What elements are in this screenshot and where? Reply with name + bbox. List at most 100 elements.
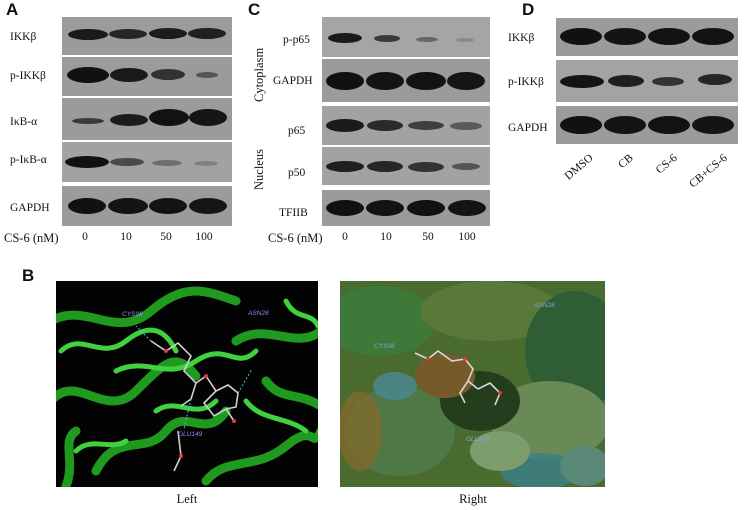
band	[326, 72, 364, 90]
band	[110, 158, 144, 166]
band	[456, 38, 474, 42]
band	[648, 116, 690, 134]
band	[366, 72, 404, 90]
blot-a-p-ikba	[62, 142, 232, 182]
row-label-p65: p65	[288, 125, 306, 137]
band	[72, 118, 104, 124]
dose-a-100: 100	[195, 231, 213, 243]
band	[68, 29, 108, 40]
blot-c-p-p65	[322, 17, 490, 57]
condition-cb-cs6: CB+CS-6	[687, 152, 730, 191]
residue-label-right-asn28: ASN28	[534, 302, 555, 309]
blot-d-ikkb	[556, 18, 738, 56]
residue-label-left-cys98: CYS98	[122, 311, 143, 318]
blot-d-gapdh	[556, 106, 738, 144]
band	[560, 116, 602, 134]
band	[149, 198, 187, 214]
row-label-p-ikkb: p-IKKβ	[10, 70, 46, 82]
cytoplasm-label: Cytoplasm	[252, 47, 266, 102]
residue-label-right-glu149: GLU149	[466, 436, 491, 443]
condition-dmso: DMSO	[562, 152, 596, 183]
band	[416, 37, 438, 42]
row-label-p-ikkb-d: p-IKKβ	[508, 76, 544, 88]
band	[110, 114, 148, 126]
band	[604, 116, 646, 134]
surface-structure	[340, 281, 605, 487]
row-label-ikkb: IKKβ	[10, 31, 37, 43]
band	[450, 122, 482, 130]
band	[109, 29, 147, 39]
band	[452, 163, 480, 170]
band	[367, 120, 403, 131]
band	[151, 69, 185, 80]
dose-c-10: 10	[380, 231, 392, 243]
panel-c-letter: C	[248, 0, 261, 19]
band	[608, 75, 644, 87]
blot-d-p-ikkb	[556, 60, 738, 102]
blot-c-gapdh	[322, 59, 490, 102]
blot-a-ikkb	[62, 17, 232, 55]
band	[110, 68, 148, 82]
residue-label-left-asn28: ASN28	[248, 310, 269, 317]
band	[652, 77, 684, 86]
panel-d-letter: D	[522, 0, 535, 19]
docking-surface-view: CYS98 ASN28 GLU149	[340, 281, 605, 487]
band	[189, 198, 227, 214]
row-label-p50: p50	[288, 167, 306, 179]
dose-title-c: CS-6 (nM)	[268, 231, 323, 245]
band	[448, 200, 486, 216]
band	[604, 28, 646, 45]
band	[447, 72, 485, 90]
band	[152, 160, 182, 166]
band	[560, 75, 604, 88]
dose-a-0: 0	[82, 231, 88, 243]
condition-cs6: CS-6	[653, 152, 680, 177]
blot-a-p-ikkb	[62, 57, 232, 96]
dose-c-0: 0	[342, 231, 348, 243]
nucleus-label: Nucleus	[252, 149, 266, 190]
band	[189, 109, 227, 126]
row-label-gapdh-d: GAPDH	[508, 122, 548, 134]
row-label-p-ikba: p-IκB-α	[10, 154, 47, 166]
band	[149, 28, 187, 39]
band	[68, 198, 106, 214]
row-label-gapdh: GAPDH	[10, 202, 50, 214]
ribbon-structure	[56, 286, 318, 487]
row-label-ikba: IκB-α	[10, 116, 38, 128]
band	[560, 28, 602, 45]
dose-c-50: 50	[422, 231, 434, 243]
band	[698, 74, 732, 85]
band	[65, 156, 109, 168]
caption-left: Left	[176, 492, 198, 506]
dose-a-50: 50	[160, 231, 172, 243]
band	[326, 161, 364, 172]
panel-a-letter: A	[6, 0, 19, 19]
band	[326, 200, 364, 216]
band	[374, 35, 400, 42]
band	[196, 72, 218, 78]
band	[407, 200, 445, 216]
band	[326, 119, 364, 132]
residue-label-right-cys98: CYS98	[374, 343, 395, 350]
band	[188, 28, 226, 39]
band	[408, 162, 444, 172]
dose-title-a: CS-6 (nM)	[4, 231, 59, 245]
docking-ribbon-view: CYS98 ASN28 GLU149	[56, 281, 318, 487]
condition-cb: CB	[616, 152, 636, 172]
band	[692, 28, 734, 45]
panel-b-letter: B	[22, 266, 35, 285]
blot-a-ikba	[62, 98, 232, 140]
blot-c-p65	[322, 106, 490, 145]
blot-c-tfiib	[322, 190, 490, 226]
dose-c-100: 100	[458, 231, 476, 243]
band	[194, 161, 218, 166]
caption-right: Right	[459, 492, 487, 506]
band	[366, 200, 404, 216]
row-label-p-p65: p-p65	[283, 34, 310, 46]
blot-c-p50	[322, 147, 490, 185]
row-label-tfiib: TFIIB	[279, 207, 308, 219]
dose-a-10: 10	[120, 231, 132, 243]
band	[67, 67, 109, 83]
row-label-ikkb-d: IKKβ	[508, 32, 535, 44]
band	[108, 198, 148, 214]
